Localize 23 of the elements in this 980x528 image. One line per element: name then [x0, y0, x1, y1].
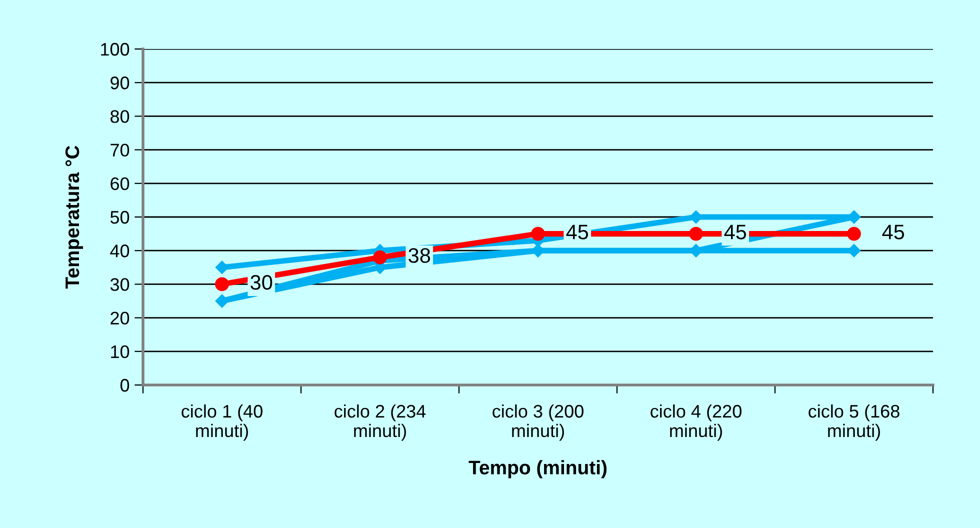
y-tick-label: 60: [110, 177, 130, 190]
y-tick-label: 30: [110, 278, 130, 291]
data-label: 45: [882, 224, 904, 240]
data-label: 30: [250, 275, 272, 290]
x-tick-label: ciclo 2 (234 minuti): [334, 404, 426, 441]
y-tick-label: 40: [110, 244, 130, 258]
data-label: 45: [566, 224, 588, 240]
x-tick-label: ciclo 5 (168 minuti): [808, 404, 900, 441]
y-tick-label: 20: [110, 312, 130, 325]
y-tick-label: 10: [111, 345, 130, 358]
y-tick-label: 70: [110, 144, 130, 157]
y-tick-label: 50: [110, 210, 130, 224]
x-tick-label: ciclo 4 (220 minuti): [650, 404, 742, 441]
y-tick-label: 100: [101, 42, 130, 56]
y-tick-label: 0: [120, 378, 130, 392]
data-label: 38: [408, 248, 430, 263]
y-tick-label: 80: [110, 110, 130, 123]
x-tick-label: ciclo 3 (200 minuti): [492, 404, 584, 441]
y-axis-title: Temperatura °C: [65, 146, 84, 289]
x-axis-title: Tempo (minuti): [468, 460, 607, 478]
y-tick-label: 90: [110, 76, 130, 90]
data-label: 45: [724, 224, 746, 240]
x-tick-label: ciclo 1 (40 minuti): [182, 404, 262, 441]
